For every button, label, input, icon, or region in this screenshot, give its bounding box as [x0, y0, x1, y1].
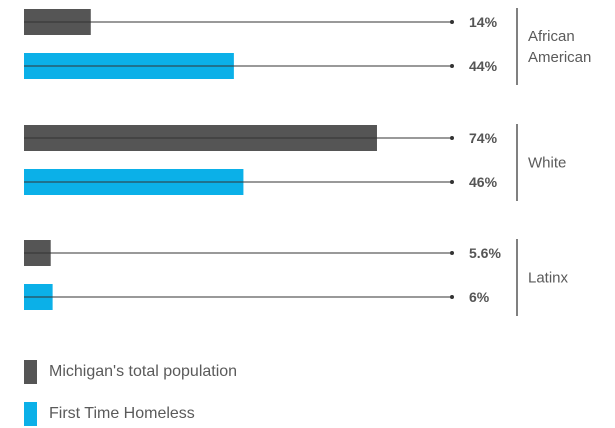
leader-dot-latinx-homeless: [450, 295, 454, 299]
legend-item-total-population: Michigan's total population: [24, 360, 237, 384]
leader-dot-latinx-total: [450, 251, 454, 255]
group-label-latinx: Latinx: [528, 270, 569, 287]
legend-label-total-population: Michigan's total population: [49, 363, 238, 380]
value-label-latinx-homeless: 6%: [469, 289, 490, 305]
leader-dot-white-homeless: [450, 180, 454, 184]
value-label-african-american-total: 14%: [469, 14, 498, 30]
group-label-white: White: [528, 155, 566, 172]
value-label-latinx-total: 5.6%: [469, 245, 501, 261]
value-label-african-american-homeless: 44%: [469, 58, 498, 74]
value-label-white-total: 74%: [469, 130, 498, 146]
leader-dot-african-american-total: [450, 20, 454, 24]
legend-swatch-total-population: [24, 360, 37, 384]
legend-item-first-time-homeless: First Time Homeless: [24, 402, 195, 426]
leader-dot-african-american-homeless: [450, 64, 454, 68]
legend-swatch-first-time-homeless: [24, 402, 37, 426]
group-label-african-american: African American: [528, 28, 591, 66]
value-label-white-homeless: 46%: [469, 174, 498, 190]
legend-label-first-time-homeless: First Time Homeless: [49, 405, 195, 422]
leader-dot-white-total: [450, 136, 454, 140]
